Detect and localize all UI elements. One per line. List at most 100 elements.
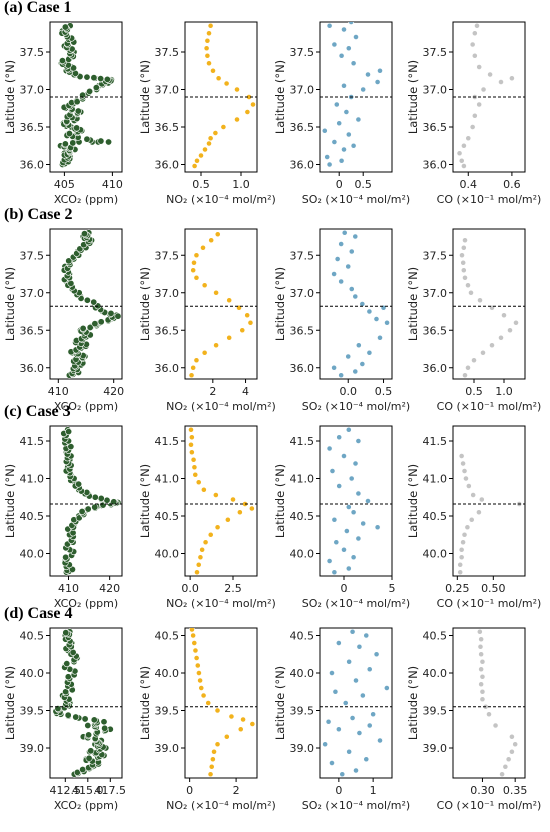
y-tick-label: 39.0 (423, 742, 448, 755)
data-point (461, 163, 467, 169)
y-tick-label: 36.5 (290, 324, 315, 337)
data-point (359, 692, 366, 699)
data-point (374, 524, 381, 531)
data-point (342, 700, 349, 706)
data-point (355, 535, 362, 542)
y-tick-label: 40.5 (20, 510, 45, 523)
data-point (234, 116, 240, 123)
data-point (63, 660, 71, 668)
data-point (240, 716, 246, 723)
panel-no2: 40.0 40.5 41.0 41.5 Latitude (°N) 0.0 2.5 NO₂ (… (138, 425, 276, 610)
data-point (341, 546, 347, 553)
y-tick-label: 41.0 (290, 473, 315, 486)
data-point (329, 468, 336, 474)
axes-frame (49, 425, 123, 577)
y-tick-label: 41.0 (155, 473, 180, 486)
data-point (457, 569, 464, 576)
data-point (470, 492, 477, 498)
data-point (97, 137, 105, 145)
x-axis-label: NO₂ (×10⁻⁴ mol/m²) (166, 193, 276, 206)
data-point (469, 41, 476, 48)
data-point (478, 651, 485, 658)
data-point (329, 670, 335, 676)
y-tick-label: 37.0 (290, 84, 315, 97)
y-tick-label: 37.0 (155, 84, 180, 97)
data-point (352, 460, 359, 467)
data-layer (476, 628, 519, 778)
data-point (326, 558, 333, 564)
x-axis-label: SO₂ (×10⁻⁴ mol/m²) (302, 193, 410, 206)
data-point (359, 361, 366, 367)
y-axis-label: Latitude (°N) (273, 666, 287, 740)
data-point (331, 139, 338, 145)
data-point (85, 731, 93, 739)
y-tick-label: 36.0 (290, 362, 315, 375)
x-tick-label: 0.0 (339, 385, 357, 398)
x-tick-label: 410 (102, 178, 123, 191)
axes-frame (184, 425, 258, 577)
data-point (350, 60, 357, 67)
y-tick-label: 41.0 (423, 473, 448, 486)
data-point (83, 135, 91, 143)
data-point (487, 71, 493, 78)
data-point (193, 357, 200, 364)
data-point (461, 142, 467, 149)
case-title: (b) Case 2 (4, 206, 72, 223)
data-point (207, 22, 214, 29)
data-point (74, 107, 82, 115)
axes-frame (319, 425, 393, 577)
data-point (365, 498, 371, 504)
data-point (476, 509, 482, 516)
data-layer (321, 22, 383, 168)
data-point (100, 718, 108, 726)
y-axis-label: Latitude (°N) (138, 666, 152, 740)
data-point (81, 230, 89, 238)
data-point (478, 666, 485, 673)
data-point (62, 629, 70, 637)
data-point (498, 79, 504, 85)
data-point (214, 741, 221, 748)
data-point (377, 334, 383, 341)
x-tick-label: 0 (186, 784, 193, 797)
data-point (194, 157, 200, 164)
panel-so2: 40.0 40.5 41.0 41.5 Latitude (°N) 0 5 SO₂ (×10⁻… (273, 425, 410, 610)
data-point (345, 504, 352, 510)
data-point (224, 516, 231, 523)
y-tick-label: 40.5 (423, 510, 448, 523)
data-point (458, 157, 465, 164)
data-layer (322, 628, 390, 778)
data-point (349, 715, 356, 721)
data-point (206, 30, 212, 37)
case-title: (d) Case 4 (4, 605, 72, 622)
data-point (346, 748, 353, 755)
data-point (223, 80, 230, 87)
data-point (341, 26, 347, 33)
data-point (366, 349, 373, 356)
y-tick-label: 37.5 (155, 249, 180, 262)
data-layer (331, 229, 390, 379)
x-tick-label: 412.5 (50, 784, 82, 797)
data-point (58, 57, 66, 65)
data-point (215, 75, 222, 82)
y-tick-label: 37.0 (290, 287, 315, 300)
x-tick-label: 4 (242, 385, 249, 398)
y-axis-label: Latitude (°N) (3, 464, 17, 538)
data-point (334, 256, 341, 262)
data-point (336, 483, 343, 489)
data-point (200, 486, 207, 493)
y-tick-label: 40.0 (423, 548, 448, 561)
data-point (469, 124, 476, 130)
axes-frame (452, 228, 526, 380)
data-point (193, 274, 200, 281)
data-point (373, 316, 380, 322)
x-tick-label: 405 (54, 178, 75, 191)
data-point (101, 724, 109, 732)
data-point (478, 681, 485, 688)
y-tick-label: 39.5 (423, 705, 448, 718)
data-point (188, 372, 195, 379)
data-point (468, 289, 474, 296)
